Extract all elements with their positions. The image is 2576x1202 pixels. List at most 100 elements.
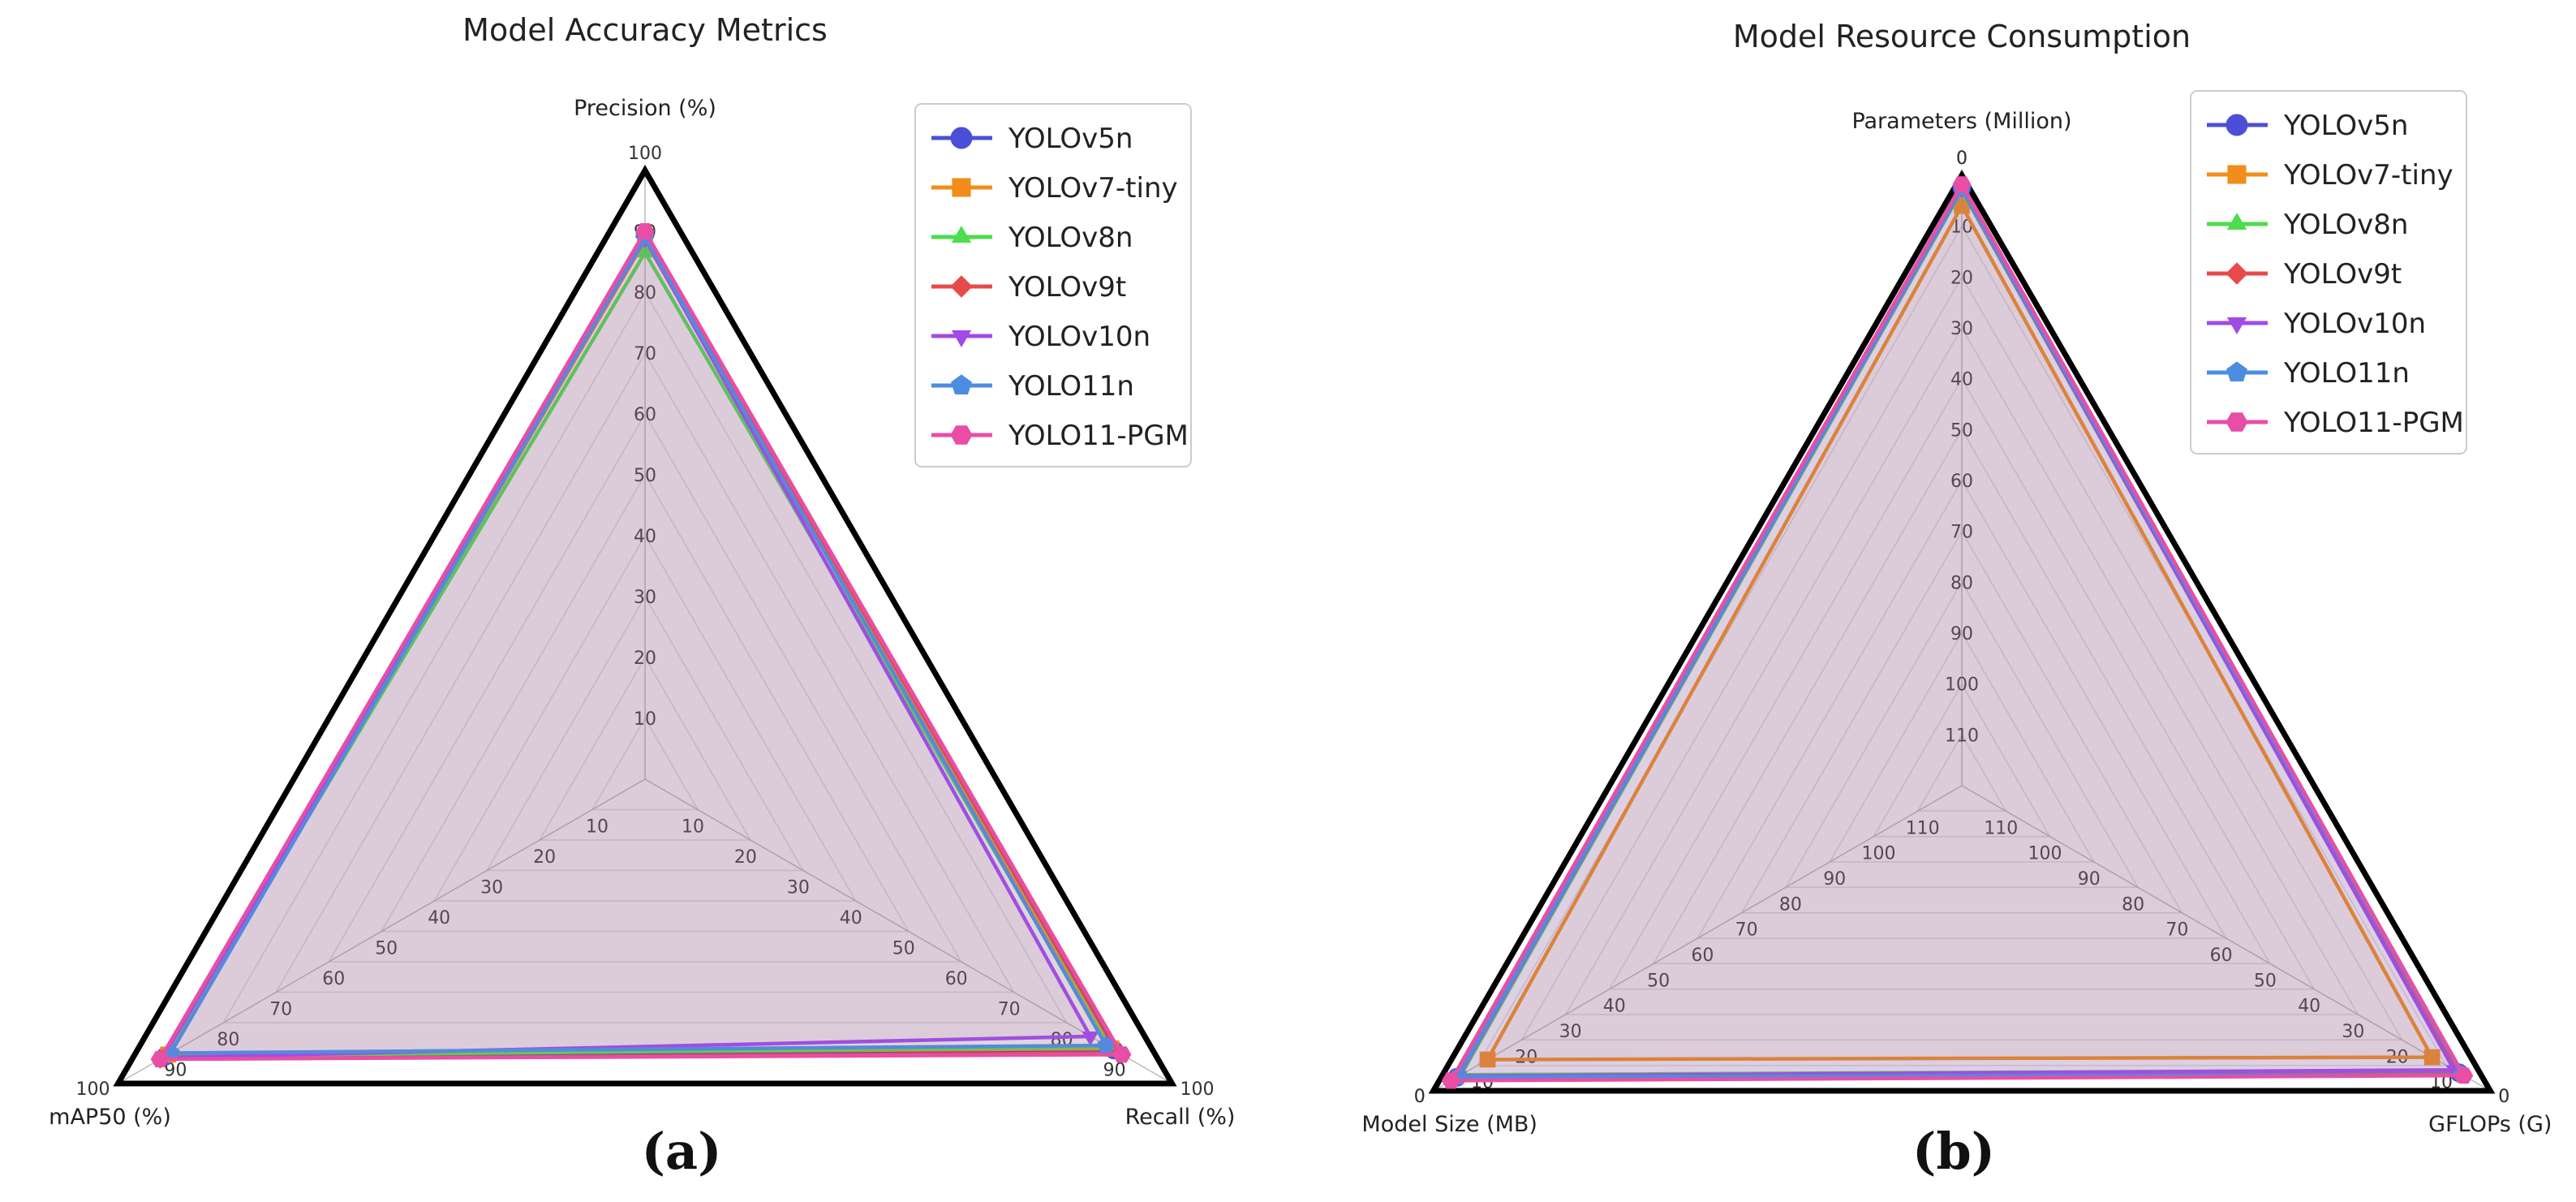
resource-tick-label: 80 [2122,894,2144,915]
resource-point-yolov7-tiny [2423,1049,2441,1066]
accuracy-tick-label: 40 [428,908,450,928]
accuracy-legend-label: YOLOv9t [1008,271,1126,304]
resource-grid-ring [1784,580,2139,889]
resource-tick-label: 50 [1647,971,1670,991]
accuracy-grid-ring [328,412,962,963]
accuracy-tick-label: 10 [586,817,609,838]
accuracy-tick-label: 50 [634,466,656,486]
accuracy-tick-label: 90 [1103,1061,1126,1081]
resource-series-yolo11-pgm [1441,176,2474,1089]
resource-legend-item-yolo11n: YOLO11n [2207,357,2410,390]
resource-point-yolov7-tiny [1479,1051,1496,1068]
accuracy-grid-ring [275,351,1015,993]
accuracy-tick-label: 30 [480,878,503,898]
resource-spoke [1433,785,1963,1092]
panel-label-b: (b) [1912,1122,1995,1181]
resource-legend-label: YOLOv8n [2283,209,2408,241]
resource-axis-label-gflops-g: GFLOPs (G) [2428,1112,2552,1137]
resource-legend-label: YOLO11n [2283,357,2410,390]
resource-legend-item-yolov7-tiny: YOLOv7-tiny [2207,159,2453,192]
resource-tick-label: 50 [1950,420,1973,441]
accuracy-tick-label: 30 [787,878,810,898]
resource-tick-label: 100 [2028,844,2062,864]
resource-series-line-yolov7-tiny [1484,201,2436,1062]
accuracy-legend-marker-yolov10n [951,330,972,347]
accuracy-legend-item-yolo11-pgm: YOLO11-PGM [931,420,1189,452]
resource-legend-item-yolov8n: YOLOv8n [2207,209,2408,241]
accuracy-series-group [150,223,1132,1069]
accuracy-tick-label: 100 [1180,1079,1215,1100]
resource-point-yolo11-pgm [1952,176,1972,193]
resource-tick-label: 100 [1862,844,1896,864]
accuracy-tick-label: 60 [322,969,345,989]
resource-legend-item-yolo11-pgm: YOLO11-PGM [2207,407,2464,439]
accuracy-legend-box [914,103,1192,467]
resource-series-group [1441,175,2474,1089]
accuracy-legend-label: YOLOv5n [1008,123,1133,155]
accuracy-grid-ring [485,595,805,872]
resource-tick-label: 90 [1823,869,1846,890]
resource-axis-label-parameters-million: Parameters (Million) [1851,109,2071,134]
accuracy-axis-label-recall: Recall (%) [1125,1105,1236,1130]
accuracy-tick-label: 40 [634,527,656,547]
resource-legend-item-yolov10n: YOLOv10n [2207,308,2426,340]
resource-tick-label: 110 [1906,818,1940,838]
resource-tick-label: 60 [2210,946,2233,966]
accuracy-outer-frame [113,164,1177,1087]
accuracy-series-line-yolo11n [167,233,1110,1055]
accuracy-grid-ring [591,717,699,811]
accuracy-point-yolo11-pgm [1112,1046,1132,1063]
accuracy-point-yolov8n [636,243,654,258]
accuracy-legend-label: YOLOv7-tiny [1008,172,1178,205]
accuracy-tick-labels: 10 10 10 20 20 20 30 30 30 40 40 40 50 50 50 60 60 60 70 70… [76,144,1215,1100]
resource-grid-ring [1697,479,2227,939]
resource-legend-label: YOLO11-PGM [2283,407,2464,439]
resource-legend-box [2190,90,2467,455]
resource-series-yolov7-tiny [1479,197,2441,1068]
panel-label-a: (a) [642,1122,722,1181]
accuracy-legend-marker-yolov7-tiny [952,178,971,197]
resource-tick-label: 50 [2254,971,2277,991]
accuracy-tick-label: 70 [634,344,656,364]
resource-legend-marker-yolo11-pgm [2226,412,2248,432]
resource-legend-marker-yolov8n [2226,213,2247,230]
accuracy-legend-item-yolov8n: YOLOv8n [931,222,1133,254]
accuracy-point-yolov10n [1082,1031,1099,1046]
accuracy-tick-label: 100 [628,144,662,164]
accuracy-tick-label: 10 [634,709,656,730]
accuracy-legend-label: YOLO11n [1008,370,1134,403]
resource-grid-ring [1520,275,2403,1041]
resource-legend-label: YOLOv7-tiny [2283,159,2453,192]
resource-outer-frame [1428,170,2496,1094]
accuracy-legend-item-yolov5n: YOLOv5n [931,123,1133,155]
accuracy-tick-label: 20 [533,847,556,868]
accuracy-legend-item-yolov10n: YOLOv10n [931,321,1150,353]
panel-a-accuracy-chart: Model Accuracy Metrics 10 10 10 20 20 20 30 30 30… [49,12,1235,1130]
resource-legend-marker-yolo11n [2226,361,2247,381]
resource-point-yolo11-pgm [2454,1067,2474,1084]
resource-grid-ring [1608,377,2316,990]
accuracy-tick-label: 80 [634,283,656,304]
accuracy-legend-marker-yolo11n [951,374,972,394]
accuracy-legend-item-yolov9t: YOLOv9t [931,271,1126,304]
resource-tick-label: 90 [1950,624,1973,644]
accuracy-chart-title: Model Accuracy Metrics [462,12,828,48]
accuracy-spoke [118,778,646,1084]
accuracy-legend-marker-yolov5n [950,127,973,149]
accuracy-tick-label: 20 [734,847,757,868]
accuracy-series-line-yolov8n [161,248,1112,1058]
accuracy-tick-label: 60 [634,405,656,425]
accuracy-tick-label: 80 [217,1030,239,1050]
accuracy-legend-label: YOLOv8n [1008,222,1133,254]
resource-tick-label: 20 [1515,1047,1537,1067]
accuracy-axis-label-precision: Precision (%) [574,96,716,121]
accuracy-grid-ring [432,534,858,902]
resource-legend-marker-yolov10n [2226,317,2247,334]
accuracy-tick-label: 10 [682,817,704,838]
resource-legend-marker-yolov5n [2226,114,2248,136]
accuracy-grid-ring [380,473,910,933]
accuracy-tick-label: 40 [840,908,862,928]
resource-tick-label: 70 [1950,523,1973,543]
